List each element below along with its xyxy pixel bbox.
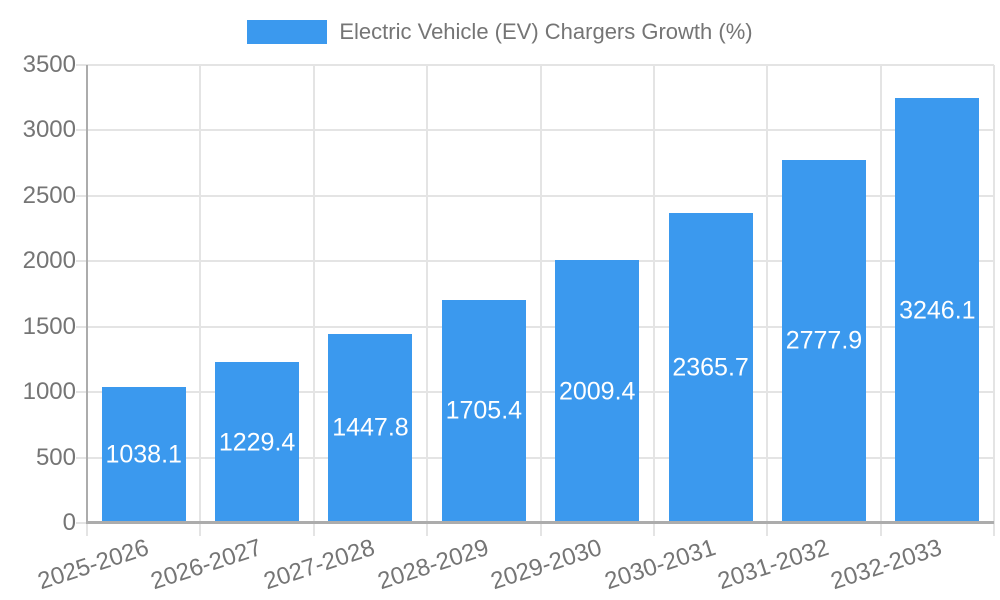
y-tick-label: 500 xyxy=(35,443,76,471)
bar: 1705.4 xyxy=(441,299,526,523)
bar: 1038.1 xyxy=(101,387,186,523)
legend-item[interactable]: Electric Vehicle (EV) Chargers Growth (%… xyxy=(0,19,1000,45)
y-tick-label: 0 xyxy=(62,509,76,536)
x-axis-line xyxy=(87,521,994,524)
gridline-vertical xyxy=(766,65,769,523)
x-tick-mark xyxy=(879,523,882,536)
gridline-vertical xyxy=(993,65,995,523)
bar-value-label: 3246.1 xyxy=(899,296,976,325)
bar: 1229.4 xyxy=(215,362,300,523)
x-tick-mark xyxy=(312,523,315,536)
y-tick-mark xyxy=(76,391,87,394)
y-tick-mark xyxy=(76,522,87,524)
bar: 2365.7 xyxy=(668,213,753,523)
gridline-vertical xyxy=(539,65,542,523)
y-tick-mark xyxy=(76,194,87,197)
x-tick-mark xyxy=(86,523,88,536)
y-tick-label: 3000 xyxy=(22,116,76,144)
y-axis-line xyxy=(86,65,88,524)
bar-value-label: 1447.8 xyxy=(332,413,409,442)
x-tick-mark xyxy=(993,523,995,536)
gridline-vertical xyxy=(426,65,429,523)
gridline-vertical xyxy=(312,65,315,523)
y-tick-label: 2500 xyxy=(22,181,76,209)
y-tick-label: 1500 xyxy=(22,312,76,340)
bar-value-label: 2777.9 xyxy=(785,326,863,355)
bar-value-label: 2009.4 xyxy=(558,377,636,406)
bar-value-label: 1038.1 xyxy=(105,440,182,469)
y-tick-label: 3500 xyxy=(22,51,76,78)
x-tick-mark xyxy=(426,523,429,536)
bar: 2009.4 xyxy=(555,260,640,523)
y-tick-label: 1000 xyxy=(22,378,76,406)
y-tick-label: 2000 xyxy=(22,247,76,275)
gridline-vertical xyxy=(199,65,202,523)
bar: 3246.1 xyxy=(895,98,980,523)
y-tick-mark xyxy=(76,260,87,263)
y-tick-mark xyxy=(76,325,87,328)
bar-value-label: 1229.4 xyxy=(218,428,296,457)
x-tick-mark xyxy=(652,523,655,536)
bar-value-label: 1705.4 xyxy=(445,396,523,425)
gridline-vertical xyxy=(652,65,655,523)
x-tick-mark xyxy=(199,523,202,536)
legend-swatch xyxy=(247,20,328,44)
x-tick-mark xyxy=(766,523,769,536)
bar-value-label: 2365.7 xyxy=(672,353,749,382)
gridline-vertical xyxy=(879,65,882,523)
y-tick-mark xyxy=(76,64,87,66)
plot-area: 1038.1 1229.4 1447.8 1705.4 2009.4 2365.7 2777… xyxy=(23,51,995,595)
y-tick-mark xyxy=(76,129,87,132)
y-tick-mark xyxy=(76,456,87,459)
x-tick-mark xyxy=(539,523,542,536)
bar: 1447.8 xyxy=(328,333,413,523)
bar: 2777.9 xyxy=(781,159,866,523)
legend-label: Electric Vehicle (EV) Chargers Growth (%… xyxy=(339,19,753,44)
